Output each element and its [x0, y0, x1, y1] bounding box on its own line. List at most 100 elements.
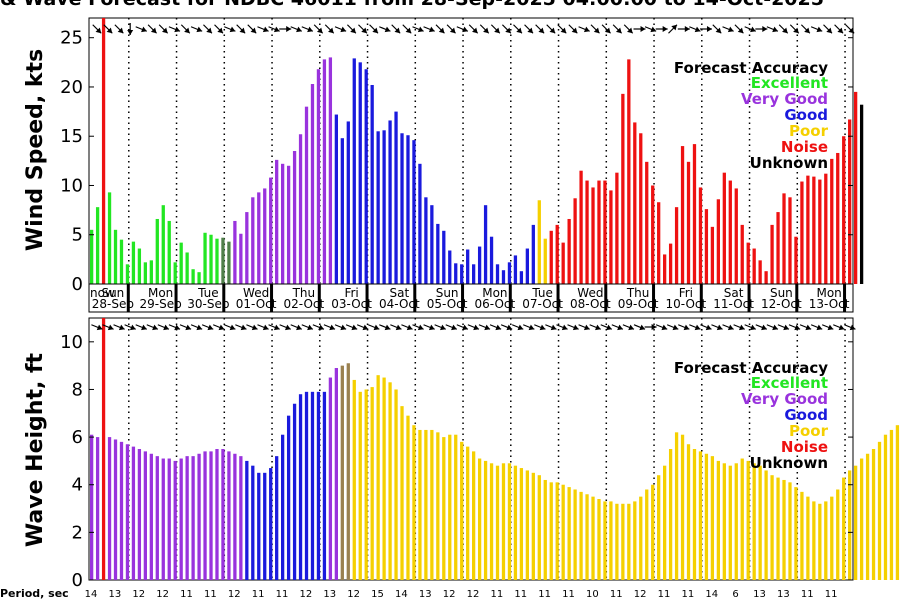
bar	[239, 456, 243, 580]
day-of-week-label: Tue	[531, 286, 553, 300]
bar	[436, 432, 440, 580]
bar	[418, 429, 422, 580]
bar	[310, 84, 315, 284]
bar	[346, 363, 350, 580]
direction-arrow	[523, 324, 535, 331]
bar	[472, 451, 476, 580]
date-label: 10-Oct	[666, 297, 707, 311]
bar	[316, 391, 321, 580]
bar	[394, 389, 398, 580]
chart-title: & Wave Forecast for NDBC 46011 from 28-S…	[0, 0, 900, 10]
period-axis-label: Period, sec	[0, 587, 69, 600]
bar	[883, 434, 888, 580]
bar	[686, 444, 691, 580]
y-tick-label: 4	[72, 475, 83, 496]
period-value: 12	[156, 589, 169, 600]
period-row: Period, sec 14 13 12 12 11 11 12 11 11 12 13 12 15 14 1…	[0, 587, 837, 600]
period-value: 11	[801, 589, 814, 600]
bar	[227, 241, 231, 284]
period-value: 13	[419, 589, 432, 600]
bar	[573, 489, 577, 580]
direction-arrow	[246, 324, 258, 331]
period-value: 6	[732, 589, 738, 600]
day-separator	[270, 284, 274, 312]
direction-arrow	[279, 26, 292, 32]
bar	[657, 202, 661, 284]
bar	[752, 463, 756, 580]
bar	[716, 199, 721, 284]
bar	[740, 458, 744, 580]
day-of-week-label: Sun	[436, 286, 459, 300]
bar	[591, 496, 595, 580]
bar	[466, 446, 470, 580]
bar	[203, 232, 207, 284]
direction-arrow	[644, 324, 657, 330]
direction-arrow	[324, 24, 335, 34]
bar	[161, 458, 165, 580]
bar	[191, 456, 195, 580]
direction-arrow	[423, 324, 435, 331]
bar	[501, 270, 506, 284]
panel-wind: 0 5 10 15 20 25 Wind Speed, kts Forecast Accura…	[23, 17, 864, 295]
direction-arrow	[135, 26, 148, 33]
bar	[597, 499, 601, 580]
direction-arrow	[578, 324, 590, 331]
direction-arrow	[203, 24, 213, 34]
period-value: 11	[658, 589, 671, 600]
bar	[161, 205, 165, 284]
direction-arrow	[644, 26, 657, 33]
day-of-week-label: Fri	[344, 286, 358, 300]
date-label: 02-Oct	[284, 297, 325, 311]
bar	[400, 406, 404, 580]
bar	[728, 180, 732, 284]
bar	[830, 158, 834, 284]
bar	[281, 163, 285, 284]
bar	[257, 192, 261, 284]
legend-entry: Very Good	[741, 390, 828, 408]
direction-arrow	[834, 24, 844, 34]
bar	[119, 239, 124, 284]
direction-arrow	[113, 324, 125, 331]
direction-arrow	[290, 26, 303, 33]
direction-arrow	[268, 324, 280, 331]
y-tick-label: 6	[72, 427, 83, 448]
bar	[292, 403, 297, 580]
day-of-week-label: Mon	[148, 286, 173, 300]
direction-arrow	[479, 24, 490, 34]
y-tick-label: 25	[60, 28, 83, 49]
direction-arrow	[402, 24, 412, 34]
direction-arrow	[633, 26, 646, 32]
direction-arrow	[800, 24, 811, 34]
direction-arrow	[301, 324, 314, 331]
bar	[483, 205, 488, 284]
direction-arrow	[799, 324, 812, 331]
direction-arrow	[755, 26, 768, 32]
bar	[143, 262, 148, 284]
bar	[531, 224, 535, 284]
bar	[489, 463, 494, 580]
direction-arrow	[490, 24, 501, 34]
bar	[125, 444, 130, 580]
day-label-strip: Sun28-SepMon29-SepTue30-SepWed01-OctThu0…	[88, 283, 854, 313]
direction-arrow	[655, 324, 668, 331]
bar	[304, 106, 309, 285]
direction-arrow	[611, 324, 624, 331]
period-value: 14	[705, 589, 718, 600]
bar	[137, 449, 142, 580]
period-value: 13	[108, 589, 121, 600]
direction-arrow	[546, 24, 556, 34]
bar	[334, 368, 339, 580]
period-value: 11	[825, 589, 838, 600]
direction-arrow	[734, 24, 744, 34]
direction-arrow	[700, 324, 712, 331]
bar	[346, 121, 350, 284]
bar	[101, 318, 106, 580]
bar	[692, 144, 697, 284]
direction-arrow	[379, 26, 391, 33]
bar	[460, 264, 464, 284]
y-tick-label: 5	[72, 225, 83, 246]
bar	[107, 192, 112, 284]
bar	[197, 272, 201, 284]
date-label: 29-Sep	[140, 297, 182, 311]
bar	[824, 173, 828, 284]
